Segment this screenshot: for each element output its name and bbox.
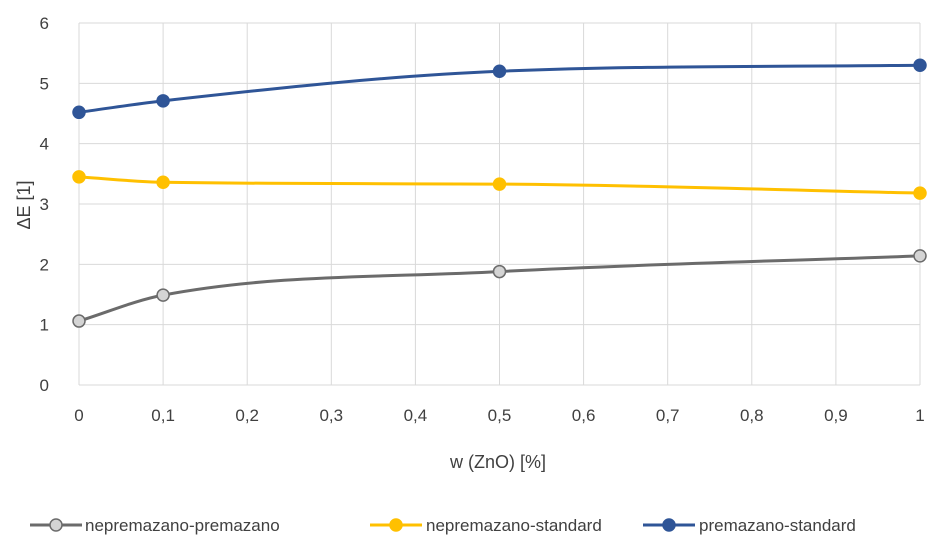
- data-point: [913, 186, 927, 200]
- legend-marker: [49, 518, 63, 532]
- data-point: [492, 64, 507, 79]
- data-point: [156, 288, 170, 302]
- x-tick-label: 0,7: [656, 406, 680, 425]
- y-tick-label: 5: [40, 74, 49, 93]
- data-point: [72, 314, 86, 328]
- legend-marker: [662, 518, 676, 532]
- y-tick-label: 4: [40, 135, 49, 154]
- data-point: [492, 177, 507, 191]
- series-line: [77, 63, 922, 114]
- legend-item: nepremazano-standard: [370, 516, 602, 535]
- y-tick-label: 3: [40, 195, 49, 214]
- legend-marker: [389, 518, 403, 532]
- x-tick-label: 0,8: [740, 406, 764, 425]
- legend-label: nepremazano-premazano: [85, 516, 280, 535]
- data-point: [913, 249, 927, 263]
- x-axis-title: w (ZnO) [%]: [449, 452, 546, 472]
- series-nepremazano-premazano: [72, 249, 927, 328]
- series-line: [77, 254, 922, 323]
- x-axis-tick-labels: 0 0,1 0,2 0,3 0,4 0,5 0,6 0,7 0,8 0,9 1: [74, 406, 924, 425]
- legend: nepremazano-premazano nepremazano-standar…: [30, 516, 856, 535]
- y-tick-label: 1: [40, 316, 49, 335]
- y-tick-label: 6: [40, 14, 49, 33]
- x-tick-label: 0,1: [151, 406, 175, 425]
- legend-label: nepremazano-standard: [426, 516, 602, 535]
- data-point: [156, 94, 170, 108]
- series-line: [77, 175, 922, 195]
- x-tick-label: 0,2: [235, 406, 259, 425]
- y-tick-label: 0: [40, 376, 49, 395]
- data-point: [156, 175, 170, 190]
- data-point: [913, 58, 927, 72]
- data-point: [72, 170, 86, 184]
- legend-item: nepremazano-premazano: [30, 516, 280, 535]
- y-axis-title: ΔE [1]: [14, 180, 34, 229]
- x-tick-label: 0,3: [319, 406, 343, 425]
- series-group: [72, 58, 927, 328]
- data-point: [72, 105, 86, 120]
- series-premazano-standard: [72, 58, 927, 120]
- y-tick-label: 2: [40, 255, 49, 274]
- x-tick-label: 0,4: [404, 406, 428, 425]
- x-tick-label: 0: [74, 406, 83, 425]
- y-axis-tick-labels: 0 1 2 3 4 5 6: [40, 14, 49, 395]
- data-point: [492, 264, 507, 279]
- x-tick-label: 1: [915, 406, 924, 425]
- series-nepremazano-standard: [72, 170, 927, 200]
- x-tick-label: 0,6: [572, 406, 596, 425]
- x-tick-label: 0,9: [824, 406, 848, 425]
- legend-item: premazano-standard: [643, 516, 856, 535]
- x-tick-label: 0,5: [488, 406, 512, 425]
- legend-label: premazano-standard: [699, 516, 856, 535]
